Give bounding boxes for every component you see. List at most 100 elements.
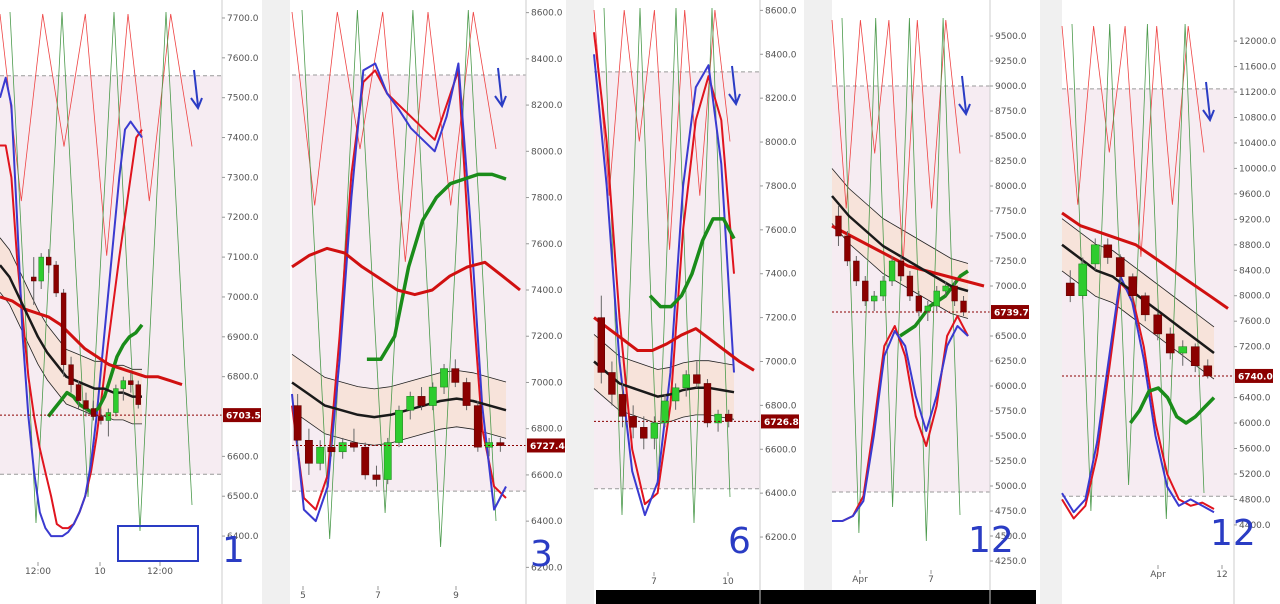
bear-candle: [1203, 365, 1213, 377]
y-tick-label: 6200.0: [531, 563, 563, 573]
thin-green-line: [603, 7, 731, 524]
panel-number-label: 12: [1210, 513, 1256, 554]
price-tag: [761, 414, 799, 429]
panel-number-label: 1: [222, 530, 245, 571]
y-tick-label: 7800.0: [765, 182, 797, 192]
y-tick-label: 4400.0: [1239, 521, 1271, 531]
y-tick-label: 7800.0: [531, 194, 563, 204]
y-tick-label: 4750.0: [995, 507, 1027, 517]
y-tick-label: 9600.0: [1239, 190, 1271, 200]
y-tick-label: 9250.0: [995, 57, 1027, 67]
bear-candle: [835, 215, 842, 237]
x-tick-label: 7: [375, 591, 381, 601]
red-moving-average: [291, 246, 521, 297]
blue-oscillator-line: [1061, 275, 1215, 514]
hand-drawn-arrow: [494, 67, 507, 109]
blue-oscillator-line: [0, 76, 143, 538]
bear-candle: [75, 384, 82, 401]
bear-candle: [703, 383, 712, 424]
bull-candle: [1078, 263, 1088, 296]
envelope-band: [1062, 218, 1214, 380]
red-moving-average: [0, 295, 183, 387]
bull-candle: [383, 442, 392, 480]
chart-panel-12: 6739.7 9500.0 9250.0 9000.0 8750.0 8500.0 8250…: [831, 0, 1029, 604]
chart-panel-12b: 6740.0 12000.0 11600.0 11200.0 10800.0 10400.…: [1061, 0, 1276, 604]
bull-candle: [440, 368, 448, 388]
y-tick-label: 7600.0: [1239, 317, 1271, 327]
bear-candle: [31, 276, 37, 282]
green-moving-average: [648, 217, 736, 309]
panel-gap: [566, 0, 594, 604]
panel-number-label: 12: [968, 520, 1014, 561]
envelope-upper-line: [593, 334, 735, 370]
bear-candle: [693, 374, 701, 384]
bear-candle: [1190, 346, 1200, 367]
y-tick-label: 7750.0: [995, 207, 1027, 217]
bear-candle: [304, 439, 313, 464]
red-moving-average: [593, 316, 755, 372]
y-tick-label: 7600.0: [531, 240, 563, 250]
y-tick-label: 7000.0: [531, 378, 563, 388]
bear-candle: [862, 280, 869, 302]
y-tick-label: 10800.0: [1239, 113, 1276, 123]
bear-candle: [915, 295, 923, 312]
green-moving-average: [366, 172, 507, 362]
bull-candle: [871, 295, 878, 302]
x-tick-label: 10: [94, 567, 106, 577]
x-tick-label: Apr: [1150, 570, 1166, 580]
bear-candle: [451, 368, 460, 383]
y-tick-label: 7200.0: [765, 314, 797, 324]
thin-green-line: [9, 11, 193, 532]
y-tick-label: 6500.0: [995, 332, 1027, 342]
y-tick-label: 6400.0: [227, 532, 259, 542]
annotation-box: [117, 525, 199, 562]
bear-candle: [473, 405, 482, 448]
y-tick-label: 10000.0: [1239, 164, 1276, 174]
y-tick-label: 5500.0: [995, 432, 1027, 442]
y-tick-label: 7400.0: [227, 134, 259, 144]
blue-oscillator-line: [593, 54, 735, 517]
y-tick-label: 8400.0: [531, 55, 563, 65]
y-tick-label: 6250.0: [995, 357, 1027, 367]
bull-candle: [942, 285, 949, 292]
x-tick-label: 12:00: [25, 567, 51, 577]
y-tick-label: 8400.0: [765, 50, 797, 60]
bear-candle: [1065, 282, 1075, 296]
y-tick-label: 6400.0: [765, 489, 797, 499]
y-tick-label: 11600.0: [1239, 63, 1276, 73]
bear-candle: [597, 317, 606, 373]
bear-candle: [608, 372, 616, 395]
y-tick-label: 6600.0: [765, 445, 797, 455]
green-moving-average: [1128, 386, 1216, 425]
envelope-upper-line: [291, 353, 507, 390]
bull-candle: [671, 387, 680, 402]
bear-candle: [844, 235, 851, 262]
bull-candle: [113, 388, 119, 413]
y-tick-label: 4800.0: [1239, 495, 1271, 505]
bear-candle: [618, 394, 627, 417]
bear-candle: [1153, 314, 1163, 335]
bull-candle: [395, 409, 403, 443]
price-tag-label: 6739.7: [994, 309, 1029, 319]
bull-candle: [1090, 244, 1100, 265]
hand-drawn-arrow: [728, 65, 741, 107]
bull-candle: [888, 260, 896, 282]
y-tick-label: 6800.0: [227, 373, 259, 383]
y-tick-label: 7100.0: [227, 253, 259, 263]
y-tick-label: 9000.0: [995, 82, 1027, 92]
hand-drawn-arrow: [958, 75, 971, 117]
y-tick-label: 8250.0: [995, 157, 1027, 167]
bear-candle: [1115, 257, 1125, 277]
y-tick-label: 7250.0: [995, 257, 1027, 267]
panel-gap: [1040, 0, 1062, 604]
y-tick-label: 5750.0: [995, 407, 1027, 417]
chart-panel-1: 6703.5 7700.0 7600.0 7500.0 7400.0 7300.0 7200…: [0, 0, 261, 604]
x-tick-label: 5: [300, 591, 306, 601]
bear-candle: [417, 396, 426, 406]
y-tick-label: 6900.0: [227, 333, 259, 343]
bull-candle: [714, 413, 722, 424]
hand-drawn-arrow: [190, 69, 203, 111]
x-tick-label: 9: [453, 591, 459, 601]
red-oscillator-line: [1061, 282, 1215, 520]
y-tick-label: 8750.0: [995, 107, 1027, 117]
